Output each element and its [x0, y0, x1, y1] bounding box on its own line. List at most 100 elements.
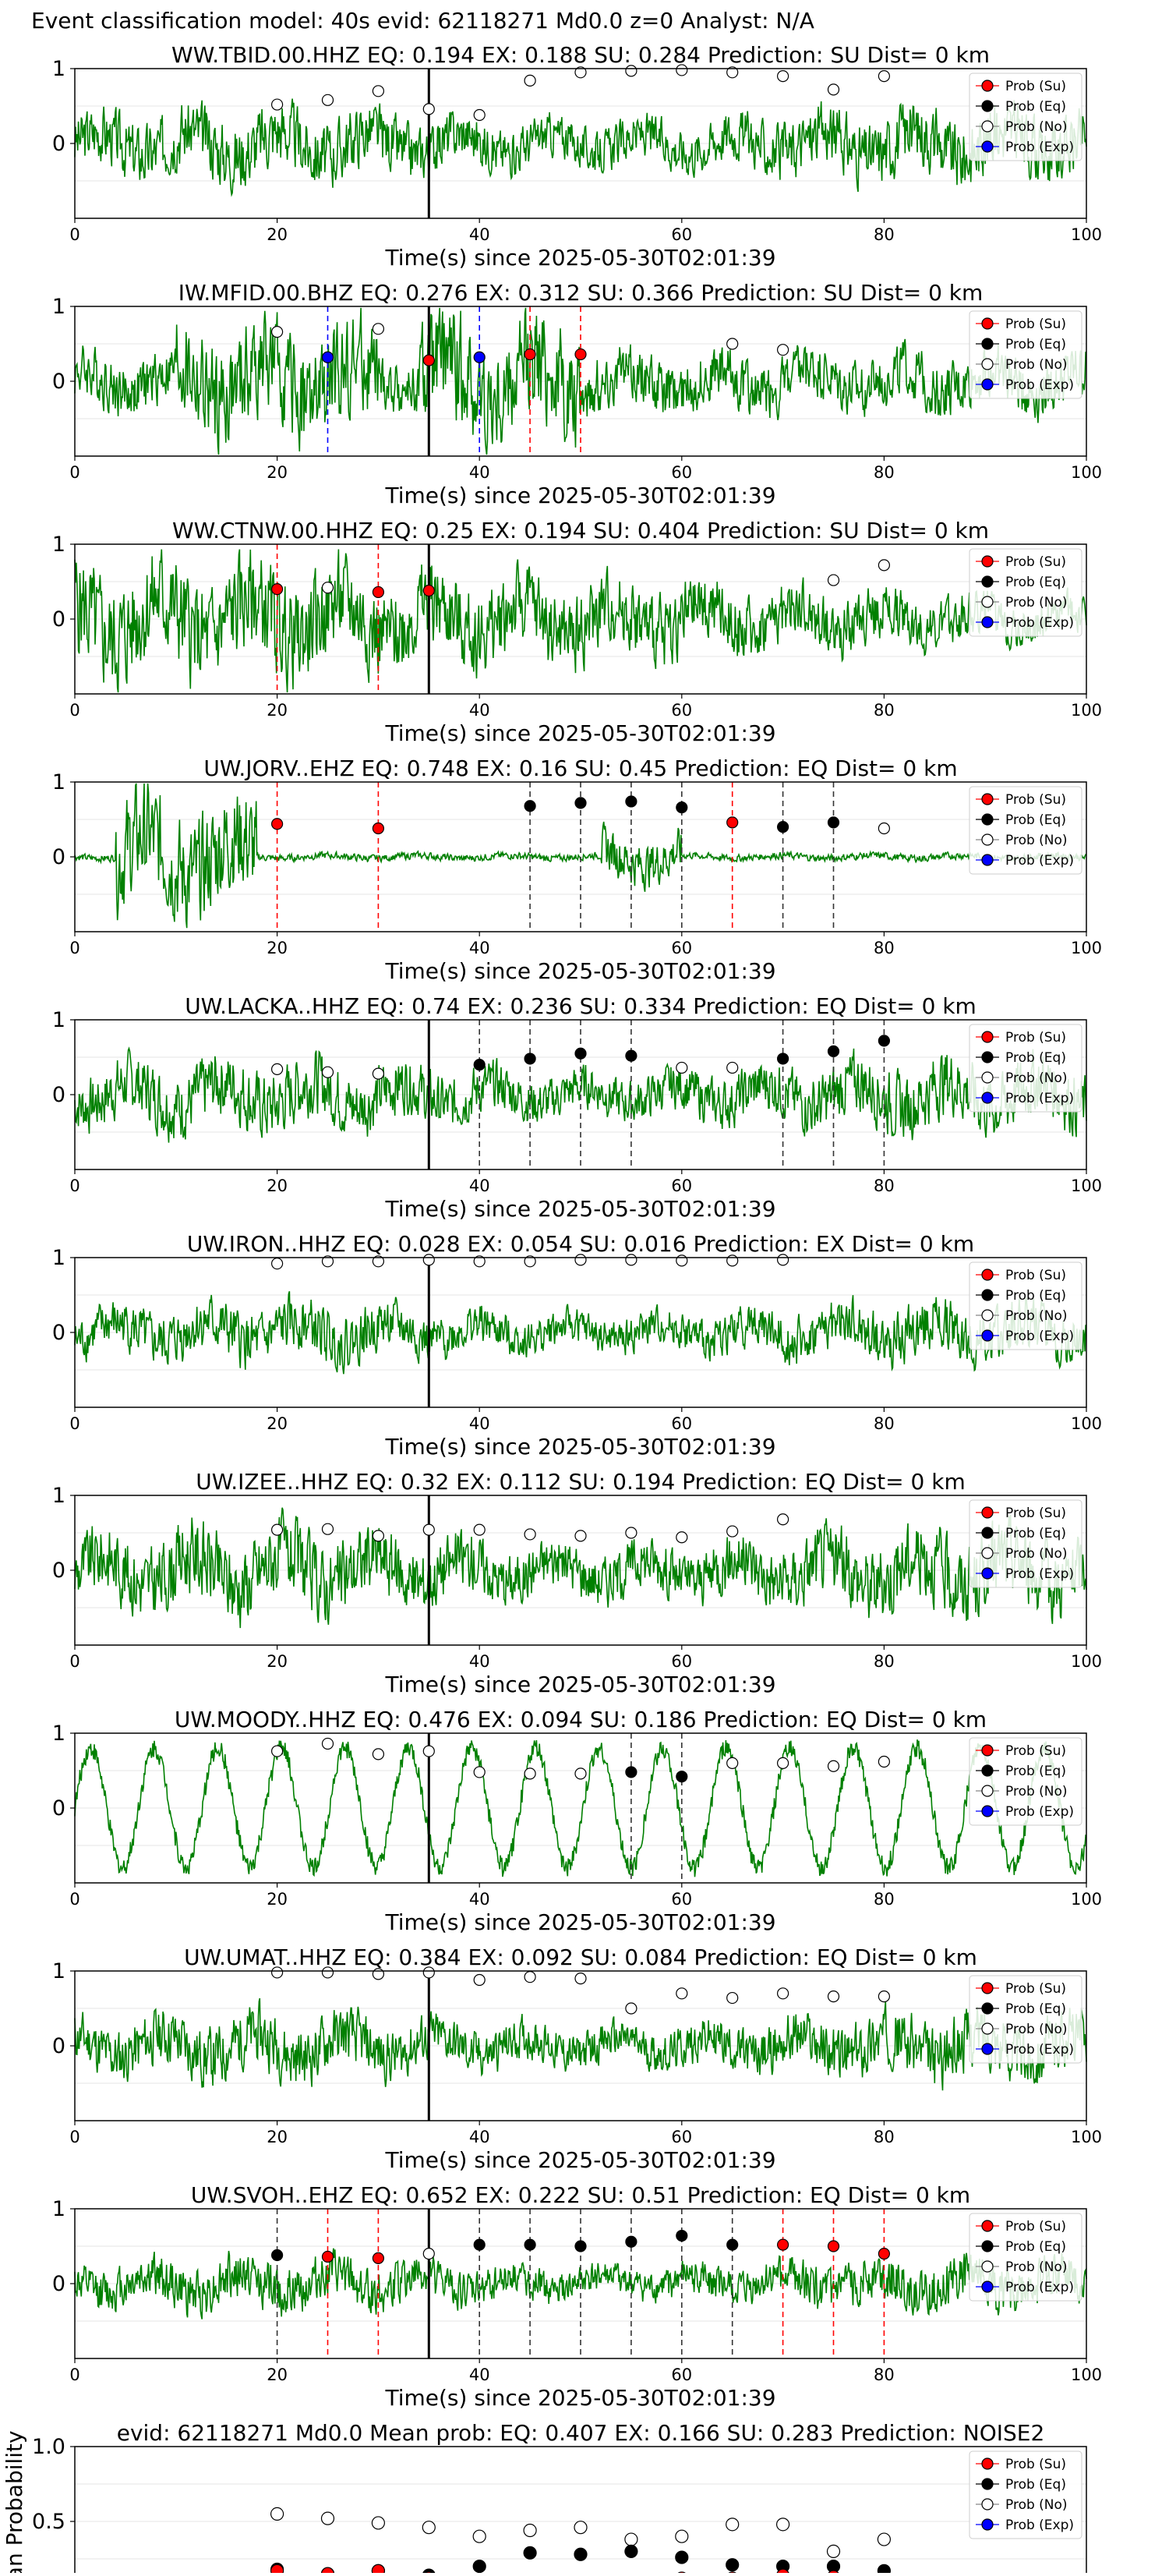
x-tick-label: 20	[267, 1890, 288, 1909]
legend-marker-eq	[981, 1764, 994, 1777]
x-tick-label: 60	[671, 225, 692, 244]
x-tick-label: 40	[469, 1890, 490, 1909]
prob-point-no	[422, 103, 435, 115]
legend-marker-su	[981, 1982, 994, 1994]
legend-box	[969, 310, 1082, 399]
x-axis-label: Time(s) since 2025-05-30T02:01:39	[384, 2385, 775, 2411]
mean-prob-point-eq	[675, 2550, 689, 2564]
legend-marker-exp	[981, 1567, 994, 1580]
prob-point-no	[827, 83, 840, 96]
prob-point-no	[372, 1067, 384, 1080]
prob-point-su	[271, 582, 284, 596]
legend-label: Prob (No)	[1005, 1784, 1068, 1799]
legend-marker-eq	[981, 813, 994, 826]
legend-label: Prob (Eq)	[1005, 575, 1066, 590]
legend-label: Prob (Su)	[1005, 1268, 1066, 1283]
x-tick-label: 100	[1071, 1652, 1102, 1671]
x-tick-label: 0	[69, 701, 79, 720]
x-axis-label: Time(s) since 2025-05-30T02:01:39	[384, 1434, 775, 1460]
mean-prob-point-no	[320, 2511, 335, 2525]
prob-point-su	[372, 2252, 384, 2264]
prob-point-eq	[827, 816, 840, 829]
mean-prob-point-no	[574, 2521, 588, 2535]
x-tick-label: 40	[469, 2365, 490, 2384]
x-tick-label: 100	[1071, 2365, 1102, 2384]
legend-label: Prob (Su)	[1005, 1981, 1066, 1997]
legend-marker-eq	[981, 1051, 994, 1063]
x-tick-label: 100	[1071, 2128, 1102, 2146]
waveform-trace	[74, 1291, 1087, 1375]
prob-point-eq	[676, 801, 688, 814]
prob-point-su	[524, 348, 536, 361]
legend-marker-no	[981, 596, 994, 608]
panel-title: UW.MOODY..HHZ EQ: 0.476 EX: 0.094 SU: 0.…	[175, 1707, 987, 1732]
x-axis-label: Time(s) since 2025-05-30T02:01:39	[384, 1672, 775, 1697]
x-tick-label: 40	[469, 1414, 490, 1433]
x-tick-label: 20	[267, 2365, 288, 2384]
prob-point-no	[524, 1767, 536, 1780]
prob-point-no	[524, 1971, 536, 1983]
legend-label: Prob (Exp)	[1005, 1091, 1074, 1106]
legend-marker-eq	[981, 100, 994, 112]
legend-label: Prob (Eq)	[1005, 2477, 1066, 2493]
legend-label: Prob (No)	[1005, 2022, 1068, 2037]
legend-label: Prob (Su)	[1005, 317, 1066, 332]
legend-label: Prob (Exp)	[1005, 615, 1074, 631]
prob-point-no	[827, 1760, 840, 1772]
panel-3: 0 20 40 60 80 100 0 1 WW.CTNW.00.HHZ EQ: 0.25 EX…	[52, 518, 1102, 746]
legend-label: Prob (Su)	[1005, 1743, 1066, 1759]
legend-marker-su	[981, 1269, 994, 1281]
legend-marker-no	[981, 1071, 994, 1084]
legend-label: Prob (Exp)	[1005, 2518, 1074, 2533]
legend-marker-su	[981, 80, 994, 92]
x-tick-label: 0	[69, 2128, 79, 2146]
x-tick-label: 80	[874, 2128, 895, 2146]
prob-point-no	[827, 1990, 840, 2003]
legend-label: Prob (No)	[1005, 1546, 1068, 1562]
mean-prob-point-eq	[726, 2558, 740, 2572]
panel-title: WW.CTNW.00.HHZ EQ: 0.25 EX: 0.194 SU: 0.…	[172, 518, 989, 543]
legend-label: Prob (No)	[1005, 1308, 1068, 1324]
waveform-trace	[74, 1507, 1087, 1629]
mean-prob-point-no	[270, 2507, 284, 2521]
prob-point-no	[676, 1531, 688, 1544]
legend-label: Prob (Eq)	[1005, 812, 1066, 828]
figure-suptitle: Event classification model: 40s evid: 62…	[31, 8, 814, 34]
y-tick-label: 1	[52, 57, 65, 81]
waveform-trace	[74, 1997, 1087, 2091]
prob-point-no	[574, 1973, 587, 1985]
x-tick-label: 80	[874, 2365, 895, 2384]
legend-box	[969, 73, 1082, 161]
mean-prob-point-no	[775, 2518, 790, 2532]
mean-prob-point-eq	[523, 2546, 537, 2560]
mean-prob-point-no	[523, 2523, 537, 2538]
legend-marker-exp	[981, 854, 994, 866]
legend-marker-no	[981, 833, 994, 846]
prob-point-su	[422, 584, 435, 597]
prob-point-no	[726, 1061, 739, 1074]
prob-point-no	[321, 582, 334, 594]
panel-title: evid: 62118271 Md0.0 Mean prob: EQ: 0.40…	[117, 2420, 1045, 2446]
legend-marker-exp	[981, 2518, 994, 2531]
prob-point-no	[726, 1525, 739, 1537]
mean-prob-point-no	[726, 2518, 740, 2532]
x-tick-label: 0	[69, 1177, 79, 1195]
x-tick-label: 40	[469, 1652, 490, 1671]
panel-8: 0 20 40 60 80 100 0 1 UW.MOODY..HHZ EQ: 0.476 EX…	[52, 1707, 1102, 1935]
legend-marker-su	[981, 1744, 994, 1757]
legend-marker-no	[981, 1309, 994, 1322]
legend-box	[969, 1975, 1082, 2064]
x-tick-label: 80	[874, 1177, 895, 1195]
prob-point-su	[574, 348, 587, 361]
legend-box	[969, 2213, 1082, 2302]
y-tick-label: 1	[52, 1246, 65, 1270]
prob-point-no	[422, 1745, 435, 1757]
mean-prob-point-eq	[472, 2560, 486, 2574]
legend-label: Prob (Eq)	[1005, 1526, 1066, 1541]
x-tick-label: 0	[69, 1652, 79, 1671]
prob-point-no	[372, 323, 384, 335]
legend-marker-no	[981, 2498, 994, 2511]
x-tick-label: 80	[874, 1890, 895, 1909]
y-tick-label: 0	[52, 1796, 65, 1821]
